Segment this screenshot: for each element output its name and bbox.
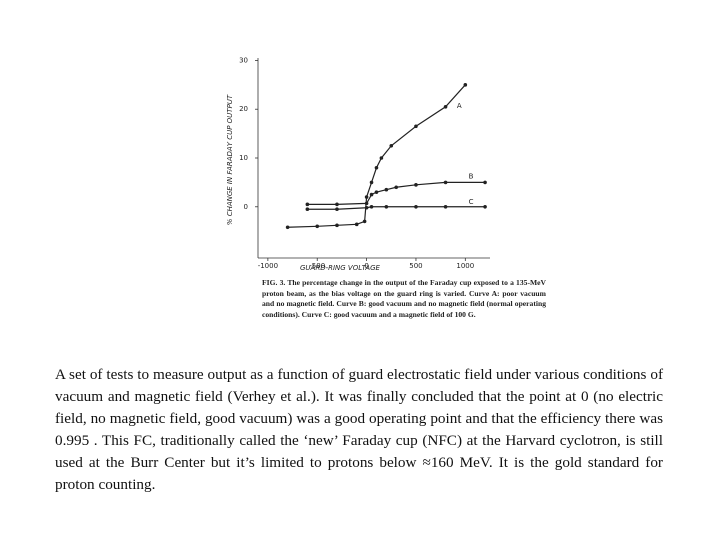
data-point [354, 222, 359, 227]
x-tick-label: 0 [364, 262, 368, 270]
data-point [389, 144, 394, 148]
data-point [369, 204, 374, 209]
data-point [364, 201, 369, 206]
data-point [443, 104, 448, 109]
data-point [443, 180, 448, 185]
data-point [394, 185, 399, 190]
x-tick-label: 1000 [456, 262, 474, 270]
data-point [384, 204, 389, 209]
y-tick-label: 30 [239, 56, 248, 64]
data-point [414, 204, 418, 209]
y-tick-label: 20 [239, 105, 248, 113]
data-point [364, 195, 369, 199]
data-point [414, 124, 418, 129]
figure-caption: FIG. 3. The percentage change in the out… [262, 278, 546, 319]
data-point [335, 207, 339, 212]
data-point [379, 156, 384, 160]
y-tick-label: 10 [239, 154, 248, 162]
curve-label: C [469, 198, 474, 206]
data-point [285, 225, 290, 230]
y-axis-label: % CHANGE IN FARADAY CUP OUTPUT [226, 94, 234, 225]
x-axis-label: GUARD-RING VOLTAGE [300, 264, 380, 272]
data-point [305, 202, 310, 207]
data-point [305, 207, 310, 212]
curve [287, 84, 466, 228]
curve-label: A [457, 102, 462, 110]
data-point [335, 202, 339, 207]
data-point [463, 83, 468, 87]
data-point [384, 187, 389, 192]
y-tick-label: 0 [244, 203, 248, 211]
data-point [414, 183, 418, 187]
data-point [369, 192, 374, 197]
data-point [443, 204, 448, 209]
curve [307, 181, 486, 205]
data-point [483, 204, 487, 209]
data-point [374, 165, 379, 170]
curve [307, 206, 486, 210]
data-point [374, 190, 379, 194]
body-paragraph: A set of tests to measure output as a fu… [55, 366, 663, 493]
data-point [315, 224, 320, 229]
data-point [362, 219, 367, 224]
data-point [369, 180, 374, 185]
x-tick-label: -1000 [258, 262, 278, 270]
x-tick-label: -500 [309, 262, 325, 270]
data-point [364, 205, 369, 210]
x-tick-label: 500 [409, 262, 422, 270]
data-point [483, 180, 487, 185]
curve-label: B [469, 172, 474, 180]
data-point [335, 223, 339, 228]
chart: GUARD-RING VOLTAGE % CHANGE IN FARADAY C… [226, 56, 490, 272]
